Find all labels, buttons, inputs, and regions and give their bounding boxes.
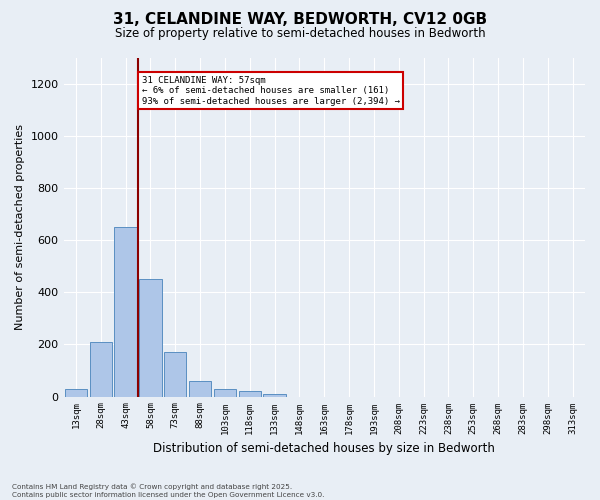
Bar: [164, 352, 187, 397]
Bar: [139, 279, 161, 396]
Text: 31 CELANDINE WAY: 57sqm
← 6% of semi-detached houses are smaller (161)
93% of se: 31 CELANDINE WAY: 57sqm ← 6% of semi-det…: [142, 76, 400, 106]
Bar: [65, 388, 87, 396]
Bar: [189, 381, 211, 396]
Text: Size of property relative to semi-detached houses in Bedworth: Size of property relative to semi-detach…: [115, 28, 485, 40]
Text: 31, CELANDINE WAY, BEDWORTH, CV12 0GB: 31, CELANDINE WAY, BEDWORTH, CV12 0GB: [113, 12, 487, 28]
X-axis label: Distribution of semi-detached houses by size in Bedworth: Distribution of semi-detached houses by …: [154, 442, 495, 455]
Bar: [214, 388, 236, 396]
Bar: [263, 394, 286, 396]
Bar: [239, 392, 261, 396]
Bar: [115, 227, 137, 396]
Bar: [89, 342, 112, 396]
Y-axis label: Number of semi-detached properties: Number of semi-detached properties: [15, 124, 25, 330]
Text: Contains HM Land Registry data © Crown copyright and database right 2025.
Contai: Contains HM Land Registry data © Crown c…: [12, 484, 325, 498]
